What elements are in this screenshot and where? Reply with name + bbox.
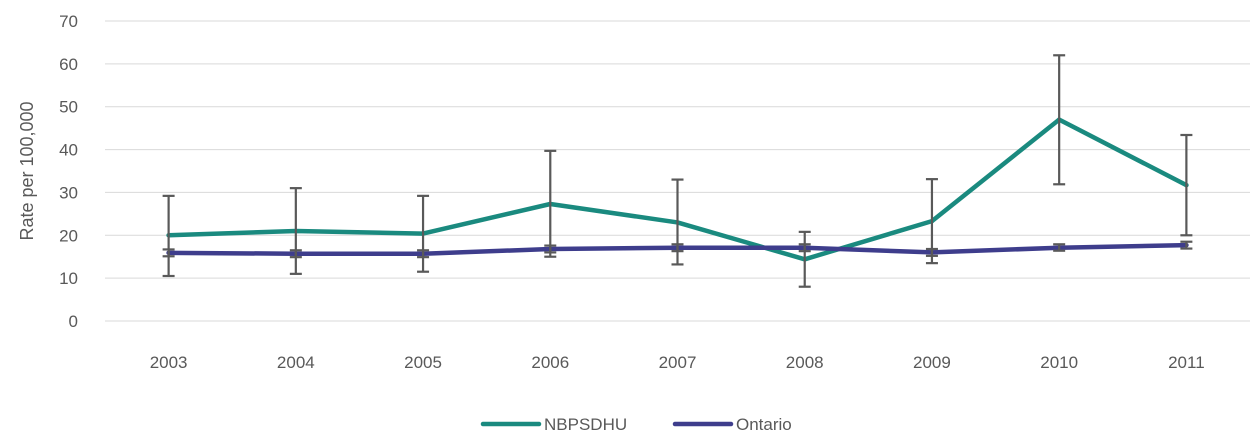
error-bars <box>162 54 1193 288</box>
y-tick-label: 0 <box>69 312 78 331</box>
gridlines <box>105 20 1250 322</box>
y-tick-label: 40 <box>59 141 78 160</box>
x-tick-label: 2003 <box>150 353 188 372</box>
x-tick-label: 2004 <box>277 353 315 372</box>
y-tick-label: 10 <box>59 269 78 288</box>
x-tick-label: 2008 <box>786 353 824 372</box>
y-axis-title: Rate per 100,000 <box>17 101 37 240</box>
error-bar-ontario <box>289 249 302 259</box>
error-bar-nbpsdhu <box>1180 133 1193 237</box>
y-tick-label: 30 <box>59 183 78 202</box>
error-bar-nbpsdhu <box>289 187 302 275</box>
x-tick-label: 2011 <box>1168 353 1205 372</box>
error-bar-ontario <box>417 249 430 259</box>
error-bar-nbpsdhu <box>798 230 811 288</box>
error-bar-ontario <box>1180 240 1193 250</box>
error-bar-nbpsdhu <box>544 149 557 258</box>
legend-label: NBPSDHU <box>544 415 627 434</box>
x-tick-label: 2009 <box>913 353 951 372</box>
x-axis-ticks: 2003 2004 2005 2006 2007 2008 2009 2010 2011 <box>150 353 1205 372</box>
error-bar-ontario <box>1053 243 1066 252</box>
error-bar-ontario <box>162 248 175 258</box>
x-tick-label: 2006 <box>531 353 569 372</box>
y-axis-ticks: 0 10 20 30 40 50 60 70 <box>59 12 78 331</box>
error-bar-ontario <box>925 247 938 257</box>
legend-label: Ontario <box>736 415 792 434</box>
y-tick-label: 70 <box>59 12 78 31</box>
error-bar-nbpsdhu <box>1053 54 1066 186</box>
error-bar-ontario <box>671 243 684 253</box>
error-bar-nbpsdhu <box>162 194 175 278</box>
error-bar-ontario <box>544 244 557 254</box>
x-tick-label: 2010 <box>1040 353 1078 372</box>
y-tick-label: 20 <box>59 226 78 245</box>
y-tick-label: 60 <box>59 55 78 74</box>
legend-item-ontario: Ontario <box>672 415 792 434</box>
y-tick-label: 50 <box>59 98 78 117</box>
error-bar-ontario <box>798 243 811 253</box>
legend: NBPSDHU Ontario <box>480 415 792 434</box>
error-bar-nbpsdhu <box>417 194 430 273</box>
legend-item-nbpsdhu: NBPSDHU <box>480 415 627 434</box>
x-tick-label: 2007 <box>659 353 697 372</box>
x-tick-label: 2005 <box>404 353 442 372</box>
